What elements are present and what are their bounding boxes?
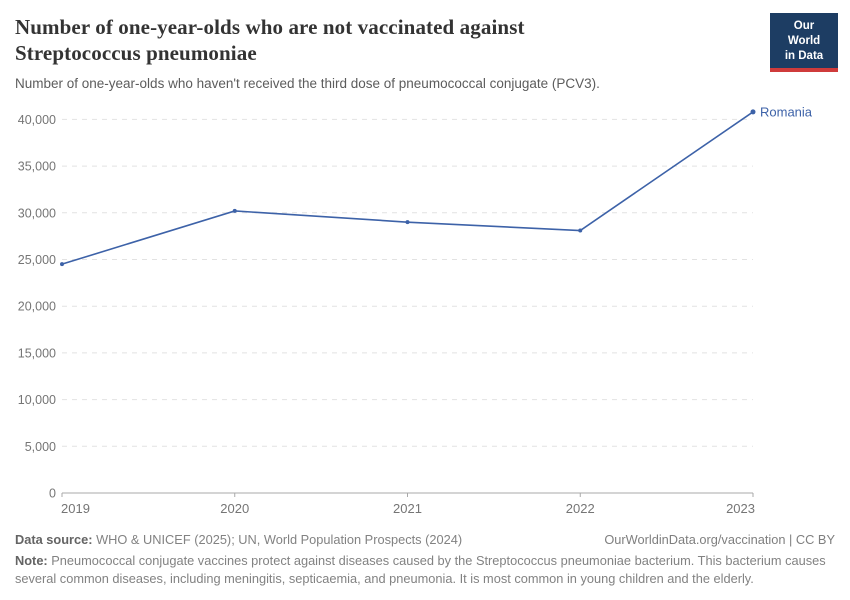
owid-logo[interactable]: Our World in Data [770, 13, 838, 72]
data-point[interactable] [232, 208, 237, 213]
y-axis-tick-label: 35,000 [18, 160, 56, 174]
y-axis-tick-label: 30,000 [18, 206, 56, 220]
y-axis-tick-label: 15,000 [18, 346, 56, 360]
data-source: Data source: WHO & UNICEF (2025); UN, Wo… [15, 531, 462, 549]
owid-logo-line1: Our World [787, 20, 821, 47]
data-point[interactable] [405, 220, 410, 225]
x-axis-tick-label: 2021 [393, 501, 422, 516]
data-source-text: WHO & UNICEF (2025); UN, World Populatio… [96, 531, 463, 547]
chart-footer: Data source: WHO & UNICEF (2025); UN, Wo… [0, 531, 850, 588]
note-label: Note: [15, 552, 48, 568]
y-axis-tick-label: 10,000 [18, 393, 56, 407]
y-axis-tick-label: 25,000 [18, 253, 56, 267]
data-point[interactable] [578, 228, 583, 233]
chart-header: Number of one-year-olds who are not vacc… [0, 0, 850, 91]
note-row: Note: Pneumococcal conjugate vaccines pr… [15, 552, 835, 588]
y-axis-tick-label: 40,000 [18, 113, 56, 127]
y-axis-tick-label: 5,000 [25, 440, 56, 454]
y-axis-tick-label: 0 [49, 486, 56, 500]
data-source-label: Data source: [15, 531, 93, 547]
chart-subtitle: Number of one-year-olds who haven't rece… [15, 75, 600, 91]
source-row: Data source: WHO & UNICEF (2025); UN, Wo… [15, 531, 835, 549]
line-chart[interactable]: 0 5,000 10,000 15,000 20,000 25,000 30,000 35,0… [0, 99, 850, 523]
x-axis-tick-label: 2022 [566, 501, 595, 516]
data-point[interactable] [60, 262, 64, 267]
attribution-link[interactable]: OurWorldinData.org/vaccination | CC BY [604, 531, 835, 547]
x-axis-tick-label: 2020 [220, 501, 249, 516]
y-axis-tick-label: 20,000 [18, 300, 56, 314]
data-point[interactable] [750, 109, 756, 115]
x-axis-tick-label: 2023 [726, 501, 755, 516]
owid-logo-line2: in Data [784, 49, 824, 62]
note-text: Pneumococcal conjugate vaccines protect … [15, 552, 826, 586]
data-line-romania[interactable] [61, 111, 754, 265]
series-label[interactable]: Romania [760, 104, 813, 119]
page-title: Number of one-year-olds who are not vacc… [15, 15, 525, 66]
x-axis-tick-label: 2019 [61, 501, 90, 516]
